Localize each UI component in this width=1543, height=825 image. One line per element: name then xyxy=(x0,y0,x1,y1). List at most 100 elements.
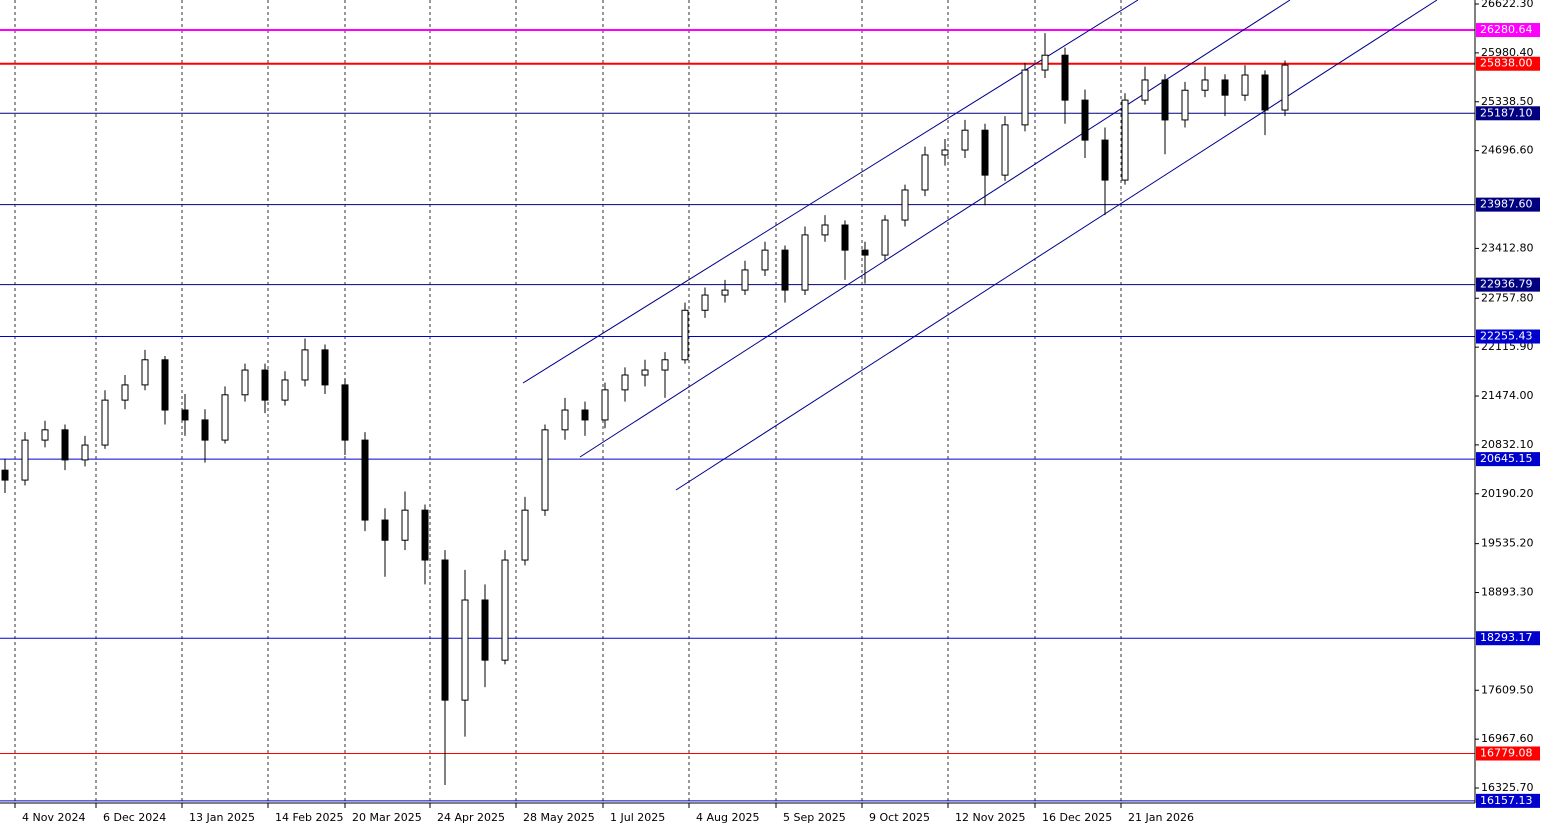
candle-body xyxy=(1041,54,1049,71)
level-label: 25187.10 xyxy=(1480,106,1533,119)
candle-body xyxy=(261,369,269,401)
y-tick-label: 19535.20 xyxy=(1481,537,1534,550)
candle-body xyxy=(861,249,869,256)
x-tick-label: 16 Dec 2025 xyxy=(1042,811,1112,824)
candle-body xyxy=(221,394,229,441)
level-label-box xyxy=(1476,56,1540,71)
candle-body xyxy=(761,249,769,271)
candle-body xyxy=(81,444,89,461)
trend-channel xyxy=(522,0,1438,491)
candle-body xyxy=(661,359,669,371)
level-label: 18293.17 xyxy=(1480,631,1533,644)
y-tick-label: 20190.20 xyxy=(1481,487,1534,500)
candle-body xyxy=(921,154,929,191)
candle-body xyxy=(241,369,249,396)
candle-body xyxy=(1241,74,1249,96)
x-tick-label: 21 Jan 2026 xyxy=(1128,811,1194,824)
y-tick-label: 25338.50 xyxy=(1481,95,1534,108)
level-label: 23987.60 xyxy=(1480,198,1533,211)
level-label-box xyxy=(1476,277,1540,292)
candle-body xyxy=(381,519,389,541)
level-label: 22255.43 xyxy=(1480,330,1533,343)
x-tick-label: 20 Mar 2025 xyxy=(352,811,422,824)
level-label-box xyxy=(1476,793,1540,808)
x-tick-label: 9 Oct 2025 xyxy=(869,811,930,824)
level-label-box xyxy=(1476,631,1540,646)
y-tick-label: 18893.30 xyxy=(1481,586,1534,599)
level-label: 16779.08 xyxy=(1480,747,1533,760)
candle-body xyxy=(441,559,449,701)
candle-body xyxy=(1201,79,1209,91)
x-tick-label: 12 Nov 2025 xyxy=(955,811,1025,824)
y-tick-label: 17609.50 xyxy=(1481,683,1534,696)
candle-body xyxy=(141,359,149,386)
candle-body xyxy=(1221,79,1229,96)
candle-body xyxy=(61,429,69,461)
candle-body xyxy=(181,409,189,421)
level-label: 20645.15 xyxy=(1480,452,1533,465)
channel-lower xyxy=(675,0,1438,491)
candle-body xyxy=(681,309,689,361)
level-label-box xyxy=(1476,452,1540,467)
candle-body xyxy=(1121,99,1129,181)
channel-upper xyxy=(522,0,1139,384)
candle-body xyxy=(1261,74,1269,111)
candle-body xyxy=(421,509,429,561)
y-tick-label: 20832.10 xyxy=(1481,438,1534,451)
level-label: 26280.64 xyxy=(1480,23,1533,36)
candle-body xyxy=(121,384,129,401)
level-label-box xyxy=(1476,106,1540,121)
channel-middle xyxy=(579,0,1291,458)
candle-body xyxy=(601,389,609,421)
y-tick-label: 23412.80 xyxy=(1481,241,1534,254)
y-tick-label: 16325.70 xyxy=(1481,781,1534,794)
candle-body xyxy=(1101,139,1109,181)
x-tick-label: 6 Dec 2024 xyxy=(103,811,166,824)
candle-body xyxy=(41,429,49,441)
candle-body xyxy=(701,294,709,311)
candle-body xyxy=(21,439,29,481)
x-tick-label: 4 Aug 2025 xyxy=(696,811,759,824)
candle-body xyxy=(901,189,909,221)
candle-body xyxy=(521,509,529,561)
level-label: 16157.13 xyxy=(1480,794,1533,807)
y-tick-label: 24696.60 xyxy=(1481,144,1534,157)
x-tick-label: 13 Jan 2025 xyxy=(189,811,255,824)
candle-body xyxy=(1081,99,1089,141)
candle-body xyxy=(321,349,329,386)
candle-body xyxy=(561,409,569,431)
candle-body xyxy=(721,289,729,296)
y-tick-label: 16967.60 xyxy=(1481,732,1534,745)
candle-body xyxy=(781,249,789,291)
candle-body xyxy=(941,149,949,156)
candle-body xyxy=(1061,54,1069,101)
candle-body xyxy=(961,129,969,151)
candle-body xyxy=(361,439,369,521)
candle-body xyxy=(1021,69,1029,126)
candle-body xyxy=(981,129,989,176)
candle-body xyxy=(1281,64,1289,111)
level-label-box xyxy=(1476,746,1540,761)
x-tick-label: 1 Jul 2025 xyxy=(610,811,665,824)
candle-body xyxy=(1141,79,1149,101)
candle-body xyxy=(481,599,489,661)
level-label: 25838.00 xyxy=(1480,57,1533,70)
candle-body xyxy=(201,419,209,441)
candle-body xyxy=(461,599,469,701)
candle-body xyxy=(101,399,109,446)
y-tick-label: 21474.00 xyxy=(1481,389,1534,402)
candle-body xyxy=(1,469,9,481)
candle-body xyxy=(1001,124,1009,176)
x-tick-label: 24 Apr 2025 xyxy=(437,811,505,824)
candle-body xyxy=(821,224,829,236)
y-tick-label: 22757.80 xyxy=(1481,291,1534,304)
x-tick-label: 4 Nov 2024 xyxy=(22,811,85,824)
candle-body xyxy=(1161,79,1169,121)
candle-body xyxy=(841,224,849,251)
level-label: 22936.79 xyxy=(1480,278,1533,291)
x-tick-label: 5 Sep 2025 xyxy=(783,811,846,824)
candle-body xyxy=(621,374,629,391)
candle-body xyxy=(1181,89,1189,121)
candle-body xyxy=(401,509,409,541)
